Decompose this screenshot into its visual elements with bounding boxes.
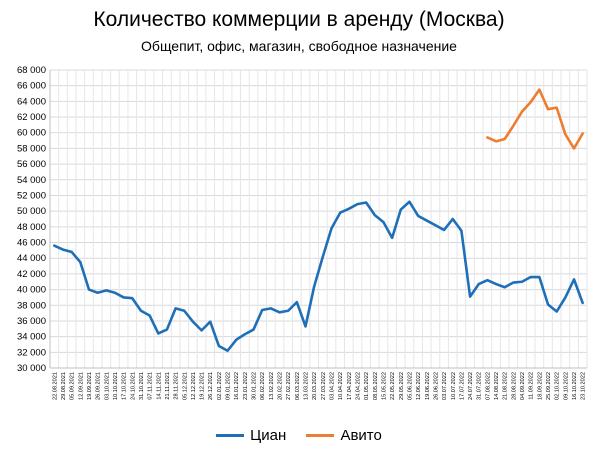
y-tick-label: 64 000 (17, 96, 46, 107)
y-tick-label: 52 000 (17, 190, 46, 201)
x-tick-label: 02.10.2022 (555, 372, 561, 400)
x-tick-label: 06.03.2022 (295, 372, 301, 400)
x-tick-label: 09.10.2022 (563, 372, 569, 400)
x-tick-label: 24.07.2022 (468, 372, 474, 400)
x-tick-label: 29.05.2022 (399, 372, 405, 400)
x-tick-label: 12.06.2022 (416, 372, 422, 400)
y-tick-label: 46 000 (17, 238, 46, 249)
y-tick-label: 48 000 (17, 222, 46, 233)
x-tick-label: 08.05.2022 (373, 372, 379, 400)
y-tick-label: 38 000 (17, 300, 46, 311)
x-tick-label: 12.09.2021 (78, 372, 84, 400)
x-tick-label: 03.10.2021 (104, 372, 110, 400)
x-tick-label: 25.09.2022 (546, 372, 552, 400)
x-tick-label: 07.11.2021 (148, 372, 154, 400)
x-tick-label: 05.06.2022 (407, 372, 413, 400)
x-tick-label: 20.03.2022 (312, 372, 318, 400)
x-tick-label: 27.03.2022 (321, 372, 327, 400)
x-tick-label: 26.12.2021 (208, 372, 214, 400)
y-tick-label: 54 000 (17, 175, 46, 186)
x-tick-label: 31.10.2021 (139, 372, 145, 400)
x-tick-label: 11.09.2022 (529, 372, 535, 400)
x-tick-label: 31.07.2022 (477, 372, 483, 400)
x-tick-label: 10.07.2022 (451, 372, 457, 400)
x-tick-label: 07.08.2022 (485, 372, 491, 400)
x-tick-label: 03.04.2022 (329, 372, 335, 400)
series-lines (53, 88, 584, 353)
y-tick-label: 60 000 (17, 128, 46, 139)
x-tick-label: 02.01.2022 (217, 372, 223, 400)
y-tick-label: 50 000 (17, 206, 46, 217)
y-tick-label: 68 000 (17, 65, 46, 76)
y-tick-label: 40 000 (17, 285, 46, 296)
legend: Циан Авито (0, 424, 598, 444)
x-tick-label: 12.12.2021 (191, 372, 197, 400)
y-tick-label: 34 000 (17, 332, 46, 343)
x-tick-label: 10.04.2022 (338, 372, 344, 400)
x-tick-label: 03.07.2022 (442, 372, 448, 400)
x-tick-label: 24.10.2021 (130, 372, 136, 400)
x-tick-label: 14.11.2021 (156, 372, 162, 400)
legend-swatch-avito (306, 434, 335, 437)
x-tick-label: 15.05.2022 (381, 372, 387, 400)
x-tick-label: 16.10.2022 (572, 372, 578, 400)
x-tick-label: 22.08.2021 (52, 372, 58, 400)
y-tick-label: 58 000 (17, 143, 46, 154)
x-tick-label: 29.08.2021 (61, 372, 67, 400)
y-tick-label: 56 000 (17, 159, 46, 170)
x-tick-label: 24.04.2022 (355, 372, 361, 400)
x-tick-label: 05.12.2021 (182, 372, 188, 400)
x-tick-label: 14.08.2022 (494, 372, 500, 400)
x-tick-label: 28.11.2021 (174, 372, 180, 400)
x-tick-label: 19.06.2022 (425, 372, 431, 400)
x-tick-label: 23.10.2022 (581, 372, 587, 400)
x-tick-label: 28.08.2022 (511, 372, 517, 400)
y-tick-label: 44 000 (17, 253, 46, 264)
x-tick-label: 06.02.2022 (260, 372, 266, 400)
x-tick-label: 04.09.2022 (520, 372, 526, 400)
y-tick-labels: 30 000 32 000 34 000 36 000 38 000 40 000 42 0… (17, 65, 46, 374)
x-tick-label: 16.01.2022 (234, 372, 240, 400)
x-tick-label: 18.09.2022 (537, 372, 543, 400)
y-tick-label: 36 000 (17, 316, 46, 327)
x-tick-label: 05.09.2021 (70, 372, 76, 400)
x-tick-label: 22.05.2022 (390, 372, 396, 400)
x-tick-label: 10.10.2021 (113, 372, 119, 400)
chart-title: Количество коммерции в аренду (Москва) (93, 8, 505, 31)
x-tick-label: 19.09.2021 (87, 372, 93, 400)
axes (49, 70, 587, 369)
x-tick-label: 27.02.2022 (286, 372, 292, 400)
legend-label-avito: Авито (340, 427, 382, 444)
x-tick-label: 19.12.2021 (200, 372, 206, 400)
x-tick-label: 23.01.2022 (243, 372, 249, 400)
x-tick-label: 13.02.2022 (269, 372, 275, 400)
x-tick-label: 21.11.2021 (165, 372, 171, 400)
x-tick-label: 21.08.2022 (503, 372, 509, 400)
x-tick-label: 13.03.2022 (304, 372, 310, 400)
x-tick-label: 17.04.2022 (347, 372, 353, 400)
legend-item-avito: Авито (306, 427, 382, 444)
y-tick-label: 66 000 (17, 81, 46, 92)
series-line-avito (486, 88, 584, 150)
x-tick-label: 30.01.2022 (252, 372, 258, 400)
legend-item-cian: Циан (216, 427, 286, 444)
y-tick-label: 62 000 (17, 112, 46, 123)
x-tick-label: 17.07.2022 (459, 372, 465, 400)
x-tick-label: 01.05.2022 (364, 372, 370, 400)
y-tick-label: 32 000 (17, 347, 46, 358)
x-tick-labels: 22.08.2021 29.08.2021 05.09.2021 12.09.2021… (52, 372, 586, 400)
y-tick-label: 42 000 (17, 269, 46, 280)
x-tick-label: 09.01.2022 (226, 372, 232, 400)
legend-label-cian: Циан (250, 427, 287, 444)
gridlines (49, 69, 588, 369)
chart-subtitle: Общепит, офис, магазин, свободное назнач… (141, 38, 457, 54)
y-tick-label: 30 000 (17, 363, 46, 374)
x-tick-label: 26.06.2022 (433, 372, 439, 400)
x-tick-label: 17.10.2021 (122, 372, 128, 400)
series-line-cian (53, 200, 584, 353)
x-tick-label: 26.09.2021 (96, 372, 102, 400)
legend-swatch-cian (216, 434, 245, 437)
x-tick-label: 20.02.2022 (278, 372, 284, 400)
